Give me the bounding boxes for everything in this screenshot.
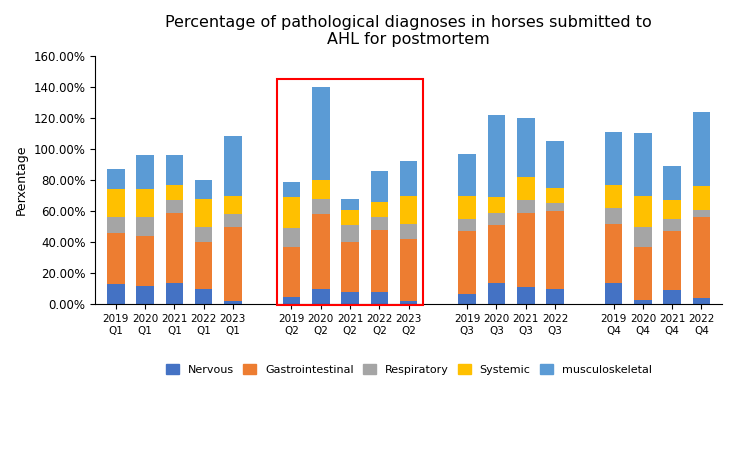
Bar: [136, 286, 154, 304]
Bar: [224, 195, 242, 214]
Bar: [517, 287, 534, 304]
Bar: [400, 301, 417, 304]
Bar: [663, 231, 681, 291]
Bar: [283, 228, 300, 247]
Bar: [400, 239, 417, 301]
Bar: [546, 289, 564, 304]
Bar: [166, 200, 183, 213]
Bar: [458, 293, 476, 304]
Bar: [224, 214, 242, 227]
Bar: [546, 188, 564, 203]
Bar: [166, 213, 183, 283]
Bar: [224, 301, 242, 304]
Bar: [371, 217, 388, 230]
Title: Percentage of pathological diagnoses in horses submitted to
AHL for postmortem: Percentage of pathological diagnoses in …: [165, 15, 652, 48]
Bar: [693, 210, 710, 217]
Bar: [546, 141, 564, 188]
Bar: [605, 208, 623, 224]
Bar: [371, 202, 388, 217]
Bar: [693, 186, 710, 210]
Bar: [517, 200, 534, 213]
Bar: [488, 283, 506, 304]
Bar: [312, 180, 329, 199]
Bar: [224, 136, 242, 195]
Bar: [458, 219, 476, 231]
Bar: [371, 230, 388, 292]
Bar: [136, 189, 154, 217]
Bar: [634, 300, 652, 304]
Bar: [136, 155, 154, 189]
Bar: [312, 87, 329, 180]
Bar: [693, 217, 710, 298]
Bar: [546, 203, 564, 211]
Bar: [283, 247, 300, 297]
Bar: [605, 185, 623, 208]
Bar: [283, 182, 300, 197]
Bar: [400, 195, 417, 224]
Bar: [663, 291, 681, 304]
Bar: [663, 219, 681, 231]
Bar: [195, 227, 212, 242]
Bar: [195, 289, 212, 304]
Bar: [107, 189, 125, 217]
Bar: [663, 166, 681, 200]
Bar: [517, 177, 534, 200]
Bar: [488, 225, 506, 283]
Bar: [136, 236, 154, 286]
Bar: [693, 111, 710, 186]
Bar: [693, 298, 710, 304]
Bar: [634, 195, 652, 227]
Bar: [195, 180, 212, 199]
Bar: [605, 132, 623, 185]
Bar: [312, 214, 329, 289]
Bar: [312, 289, 329, 304]
Bar: [488, 115, 506, 197]
Bar: [341, 292, 359, 304]
Bar: [107, 217, 125, 233]
Bar: [166, 155, 183, 185]
Bar: [634, 134, 652, 195]
Bar: [371, 170, 388, 202]
Bar: [488, 213, 506, 225]
Bar: [341, 199, 359, 210]
Bar: [634, 227, 652, 247]
Bar: [195, 242, 212, 289]
Bar: [458, 195, 476, 219]
Bar: [458, 153, 476, 195]
Bar: [283, 297, 300, 304]
Bar: [400, 224, 417, 239]
Bar: [107, 284, 125, 304]
Bar: [634, 247, 652, 300]
Bar: [517, 213, 534, 287]
Bar: [400, 161, 417, 195]
Bar: [224, 227, 242, 301]
Bar: [107, 233, 125, 284]
Bar: [517, 118, 534, 177]
Bar: [341, 210, 359, 225]
Bar: [605, 224, 623, 283]
Bar: [488, 197, 506, 213]
Bar: [371, 292, 388, 304]
Bar: [605, 283, 623, 304]
Bar: [166, 185, 183, 200]
Y-axis label: Perxentage: Perxentage: [15, 145, 28, 215]
Bar: [312, 199, 329, 214]
Bar: [277, 79, 423, 305]
Legend: Nervous, Gastrointestinal, Respiratory, Systemic, musculoskeletal: Nervous, Gastrointestinal, Respiratory, …: [161, 360, 656, 379]
Bar: [458, 231, 476, 293]
Bar: [546, 211, 564, 289]
Bar: [136, 217, 154, 236]
Bar: [283, 197, 300, 228]
Bar: [341, 225, 359, 242]
Bar: [166, 283, 183, 304]
Bar: [341, 242, 359, 292]
Bar: [663, 200, 681, 219]
Bar: [195, 199, 212, 227]
Bar: [107, 169, 125, 189]
